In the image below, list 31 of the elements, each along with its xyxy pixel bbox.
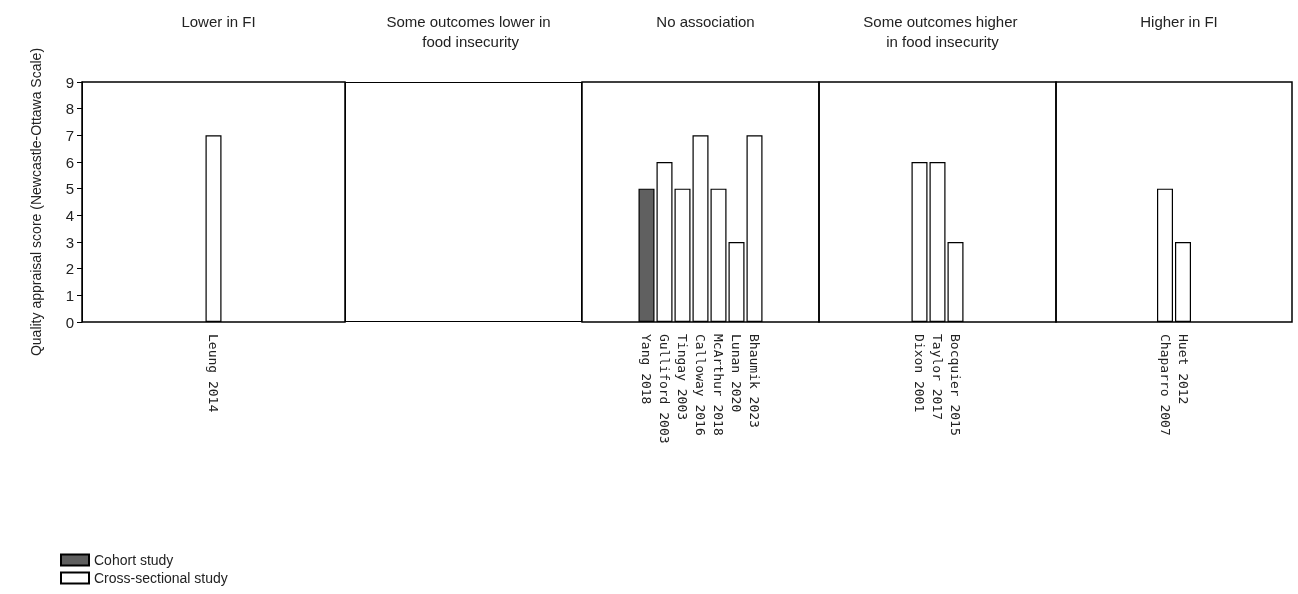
x-tick-label: Tingay 2003 <box>675 334 690 421</box>
x-tick-label: Bocquier 2015 <box>948 334 963 436</box>
x-tick-label: Bhaumik 2023 <box>747 334 762 428</box>
x-tick-label: Yang 2018 <box>639 334 654 405</box>
x-tick-label: Huet 2012 <box>1175 334 1191 405</box>
text: Some outcomes lower in food insecurity <box>386 12 551 50</box>
x-tick-label: Calloway 2016 <box>693 334 708 436</box>
x-tick-label: Dixon 2001 <box>912 334 927 413</box>
y-tick-label: 0 <box>65 313 74 331</box>
y-tick-label: 4 <box>65 206 74 224</box>
y-tick-label: 8 <box>65 100 74 118</box>
chart-title: Some outcomes higher in food insecurity <box>863 12 1022 50</box>
x-tick-label: Lunan 2020 <box>729 334 744 413</box>
chart-title: No association <box>656 12 755 30</box>
x-tick-label: Leung 2014 <box>206 334 221 413</box>
chart-title: Higher in FI <box>1140 12 1218 30</box>
x-tick-label: Chaparro 2007 <box>1157 334 1173 436</box>
y-tick-label: 7 <box>65 126 74 144</box>
y-tick-label: 2 <box>65 260 74 278</box>
y-tick-label: 3 <box>65 233 74 251</box>
legend-label: Cross-sectional study <box>94 570 228 586</box>
x-tick-label: Gulliford 2003 <box>657 334 672 444</box>
y-axis-title: Quality appraisal score (Newcastle-Ottawa Scale) <box>27 47 44 357</box>
x-tick-label: McArthur 2018 <box>711 334 726 436</box>
y-tick-label: 5 <box>65 180 74 198</box>
chart-title: Lower in FI <box>181 12 256 30</box>
y-tick-label: 9 <box>65 73 74 91</box>
x-tick-label: Taylor 2017 <box>930 334 945 421</box>
y-tick-label: 6 <box>65 153 74 171</box>
y-tick-label: 1 <box>65 286 74 304</box>
legend-label: Cohort study <box>94 552 174 568</box>
